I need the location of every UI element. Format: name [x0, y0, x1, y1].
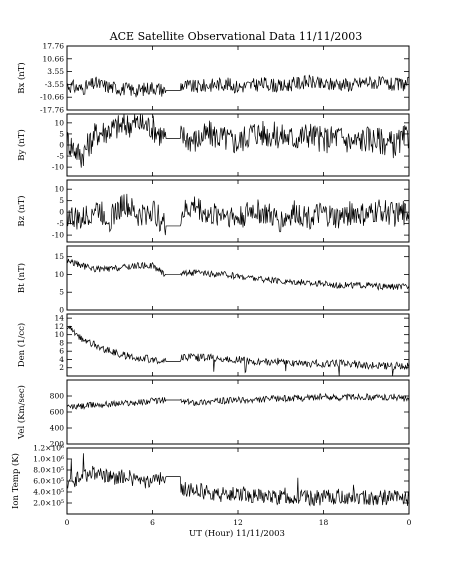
series-line-temp	[66, 453, 410, 507]
y-tick-label-vel: 400	[50, 424, 65, 433]
y-tick-label-by: 5	[59, 129, 64, 138]
y-tick-label-bt: 10	[54, 270, 64, 279]
y-tick-label-bt: 15	[54, 252, 64, 261]
y-tick-label-bz: 5	[59, 196, 64, 205]
x-tick-label: 18	[319, 518, 329, 527]
y-tick-label-den: 12	[54, 322, 64, 331]
x-tick-label: 0	[65, 518, 70, 527]
y-tick-label-vel: 800	[50, 392, 65, 401]
y-tick-label-den: 8	[59, 338, 64, 347]
x-tick-label: 0	[407, 518, 412, 527]
panel-bx: 17.76 10.66 3.55 -3.55 -10.66 -17.76 Bx (nT)	[16, 42, 410, 115]
y-tick-label-den: 10	[54, 330, 64, 339]
y-tick-label-bx: 3.55	[47, 67, 64, 76]
series-line-den	[66, 325, 410, 377]
y-axis-label-temp: Ion Temp (K)	[10, 453, 21, 509]
series-line-bx	[66, 74, 410, 98]
y-tick-label-den: 4	[59, 355, 64, 364]
y-axis-label-vel: Vel (Km/sec)	[16, 385, 27, 440]
y-axis-label-by: By (nT)	[16, 129, 27, 161]
x-axis-label: UT (Hour) 11/11/2003	[189, 528, 285, 539]
y-tick-label-bz: 0	[59, 208, 64, 217]
y-tick-label-by: -5	[57, 152, 65, 161]
series-line-bt	[66, 258, 410, 291]
y-tick-label-bt: 0	[59, 306, 64, 315]
y-tick-label-temp: 1.0×10⁶	[33, 455, 64, 464]
y-tick-label-bx: -3.55	[45, 80, 64, 89]
y-tick-label-bx: 17.76	[43, 42, 65, 51]
y-tick-label-by: -10	[52, 163, 64, 172]
x-tick-label: 6	[150, 518, 155, 527]
series-line-vel	[66, 392, 410, 410]
y-tick-label-bz: 10	[54, 185, 64, 194]
y-tick-label-bx: -17.76	[40, 106, 64, 115]
y-tick-label-den: 14	[54, 314, 64, 323]
y-tick-label-den: 6	[59, 347, 64, 356]
y-tick-label-bx: 10.66	[43, 54, 65, 63]
y-axis-label-bt: Bt (nT)	[16, 263, 27, 293]
series-line-by	[66, 113, 410, 168]
y-axis-label-den: Den (1/cc)	[16, 323, 27, 367]
panel-temp: 2.0×10⁵ 4.0×10⁵ 6.0×10⁵ 8.0×10⁵ 1.0×10⁶ 1.2×1…	[10, 444, 410, 515]
panel-frame-vel	[66, 379, 410, 445]
y-axis-label-bx: Bx (nT)	[16, 62, 27, 94]
panels-group: 17.76 10.66 3.55 -3.55 -10.66 -17.76 Bx (nT) 10…	[10, 42, 412, 528]
y-tick-label-bt: 5	[59, 288, 64, 297]
series-line-bz	[66, 193, 410, 236]
y-tick-label-temp: 2.0×10⁵	[33, 499, 64, 508]
y-tick-label-by: 10	[54, 118, 64, 127]
panel-vel: 200 400 600 800 Vel (Km/sec)	[16, 379, 410, 449]
panel-bt: 0 5 10 15 Bt (nT)	[16, 245, 410, 315]
y-tick-label-bx: -10.66	[40, 93, 64, 102]
y-tick-label-by: 0	[59, 141, 64, 150]
y-tick-label-vel: 200	[50, 440, 65, 449]
x-tick-label: 12	[233, 518, 243, 527]
y-tick-label-temp: 1.2×10⁶	[33, 444, 64, 453]
y-tick-label-temp: 4.0×10⁵	[33, 488, 64, 497]
panel-bz: 10 5 0 -5 -10 Bz (nT)	[16, 179, 410, 243]
y-axis-label-bz: Bz (nT)	[16, 195, 27, 226]
y-tick-label-den: 2	[59, 363, 64, 372]
y-tick-label-bz: -10	[52, 231, 64, 240]
y-tick-label-temp: 8.0×10⁵	[33, 466, 64, 475]
y-tick-label-vel: 600	[50, 408, 65, 417]
panel-by: 10 5 0 -5 -10 By (nT)	[16, 113, 410, 177]
panel-frame-bx	[66, 45, 410, 111]
y-tick-label-bz: -5	[57, 219, 65, 228]
y-tick-label-temp: 6.0×10⁵	[33, 477, 64, 486]
chart-title: ACE Satellite Observational Data 11/11/2…	[109, 30, 363, 43]
